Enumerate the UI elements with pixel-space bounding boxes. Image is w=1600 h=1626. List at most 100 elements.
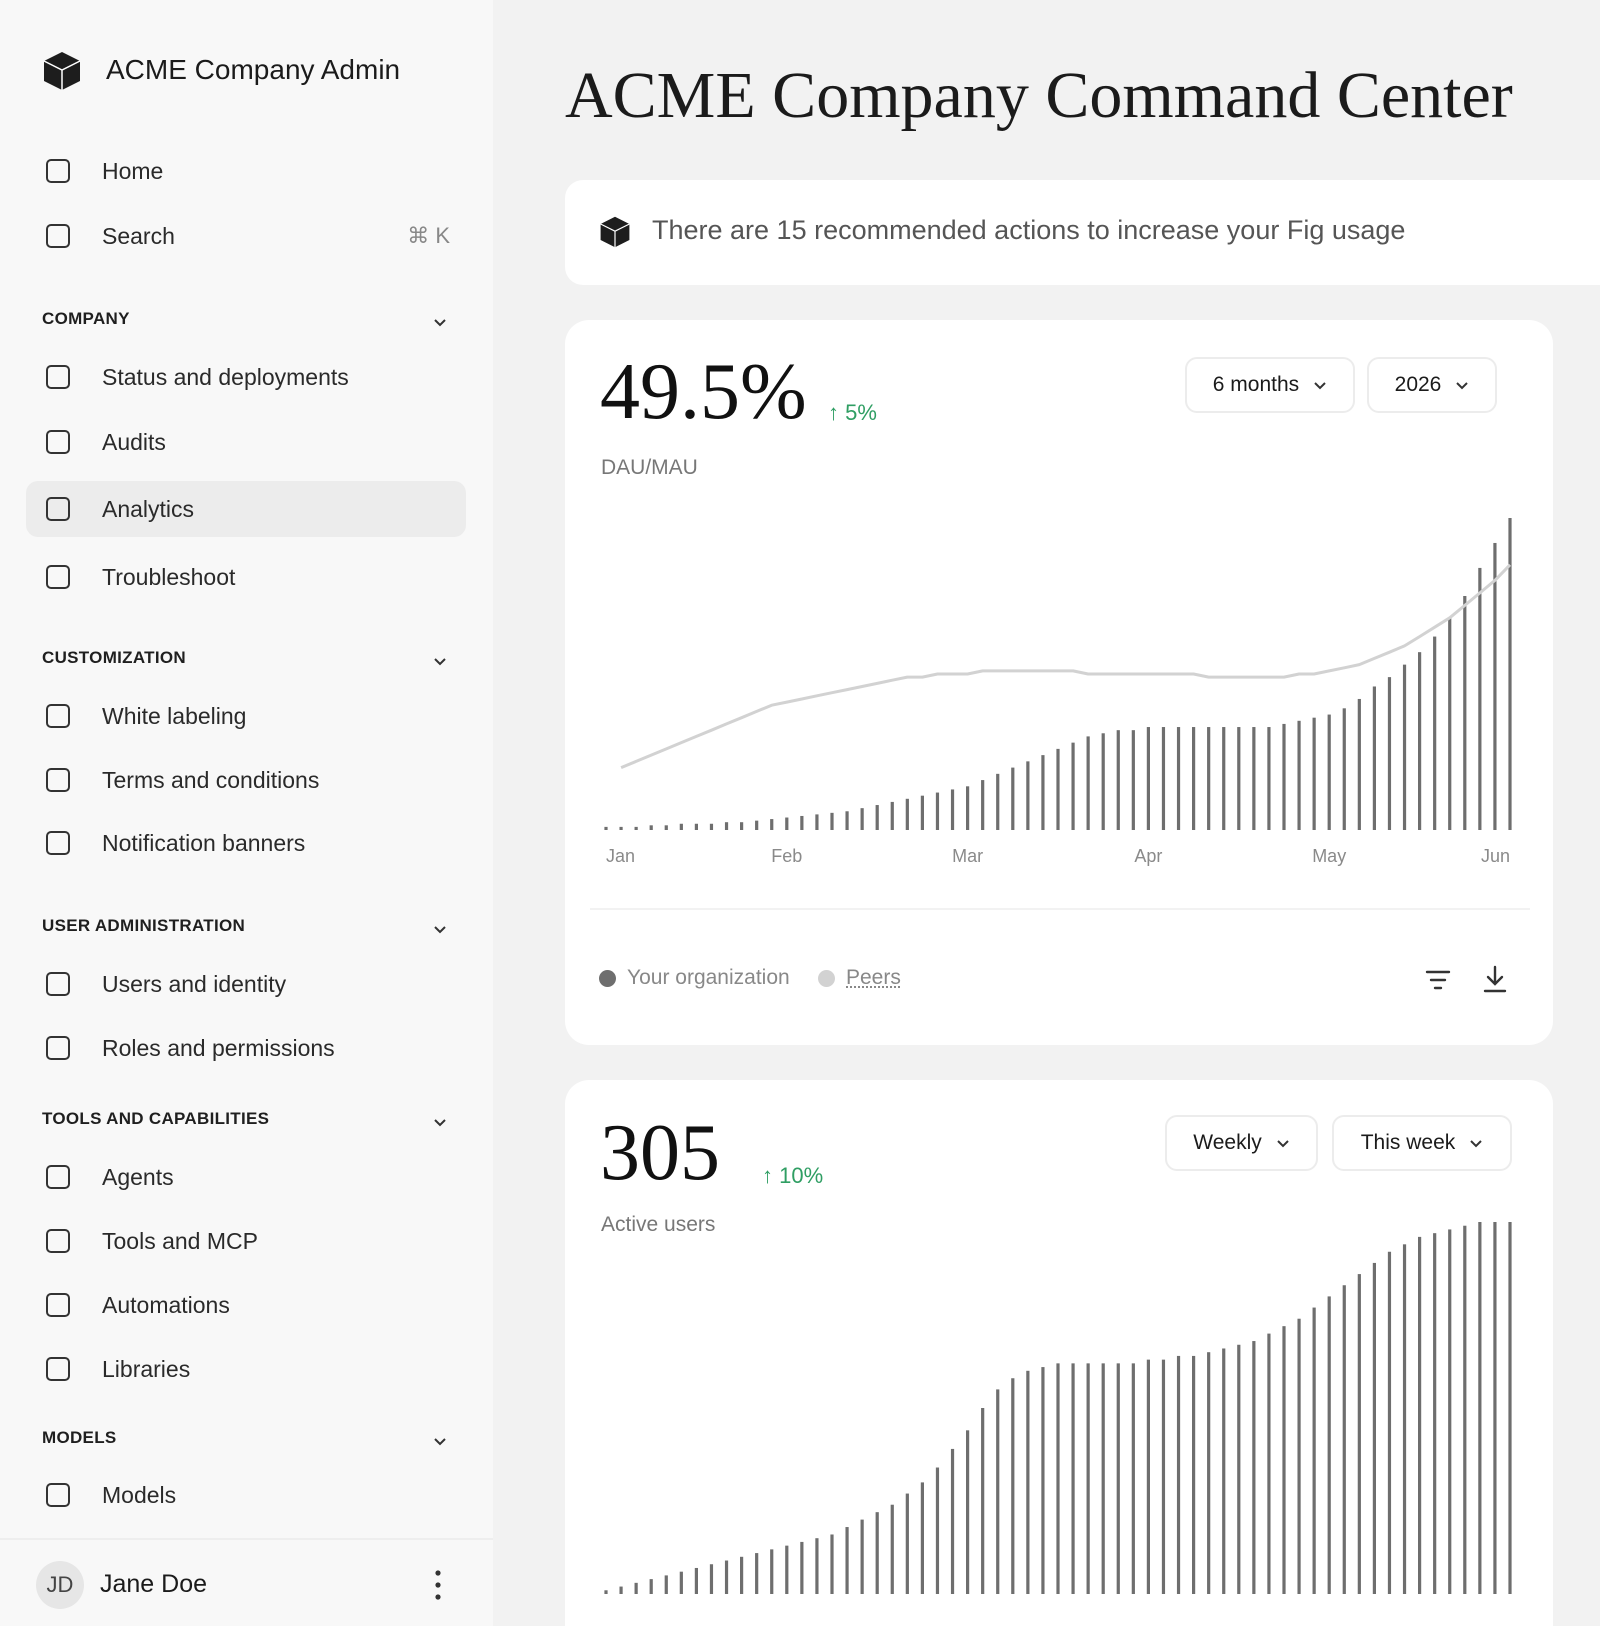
banner-icon	[599, 215, 631, 249]
nav-item[interactable]: Audits	[26, 414, 466, 470]
nav-icon	[46, 365, 70, 389]
section-toggle[interactable]	[433, 921, 447, 939]
nav-icon	[46, 1483, 70, 1507]
nav-label: Status and deployments	[102, 364, 349, 391]
nav-item[interactable]: Agents	[26, 1149, 466, 1205]
metric-change: ↑ 5%	[828, 400, 877, 426]
nav-item[interactable]: Tools and MCP	[26, 1213, 466, 1269]
dropdown[interactable]: 6 months	[1185, 357, 1355, 413]
metric: 49.5%	[600, 352, 807, 432]
nav-item[interactable]: Analytics	[26, 481, 466, 537]
section-toggle[interactable]	[433, 1433, 447, 1451]
dropdown[interactable]: This week	[1332, 1115, 1512, 1171]
divider	[590, 908, 1530, 910]
chevron	[1313, 381, 1327, 390]
brand-logo	[42, 50, 82, 92]
metric-label: Active users	[601, 1213, 715, 1237]
divider	[0, 1538, 493, 1540]
nav-icon	[46, 1357, 70, 1381]
nav-label: Terms and conditions	[102, 767, 319, 794]
dropdown-label: 2026	[1395, 373, 1442, 397]
legend-item[interactable]: Peers	[818, 966, 901, 990]
more-menu[interactable]	[432, 1568, 444, 1602]
nav-label: Analytics	[102, 496, 194, 523]
legend-swatch	[599, 970, 616, 987]
nav-item[interactable]: Automations	[26, 1277, 466, 1333]
nav-label: Models	[102, 1482, 176, 1509]
section-toggle[interactable]	[433, 1114, 447, 1132]
nav-item[interactable]: Notification banners	[26, 815, 466, 871]
chevron	[433, 657, 447, 666]
nav-icon	[46, 430, 70, 454]
nav-item[interactable]: Libraries	[26, 1341, 466, 1397]
nav-label: White labeling	[102, 703, 246, 730]
nav-label: Audits	[102, 429, 166, 456]
dropdown[interactable]: Weekly	[1165, 1115, 1318, 1171]
dropdown-label: This week	[1361, 1131, 1456, 1155]
dropdown-label: 6 months	[1213, 373, 1299, 397]
download-icon[interactable]	[1482, 964, 1508, 994]
metric-label: DAU/MAU	[601, 456, 698, 480]
nav-item[interactable]: Search ⌘ K	[26, 208, 466, 264]
user-name[interactable]: Jane Doe	[100, 1570, 207, 1599]
legend-label: Peers	[846, 966, 901, 990]
nav-item[interactable]: Models	[26, 1467, 466, 1523]
nav-label: Automations	[102, 1292, 230, 1319]
banner[interactable]: There are 15 recommended actions to incr…	[565, 180, 1600, 285]
nav-label: Users and identity	[102, 971, 286, 998]
nav-label: Troubleshoot	[102, 564, 235, 591]
section-header[interactable]: USER ADMINISTRATION	[42, 916, 245, 936]
legend-item[interactable]: Your organization	[599, 966, 790, 990]
page-title: ACME Company Command Center	[565, 58, 1513, 134]
section-toggle[interactable]	[433, 314, 447, 332]
nav-icon	[46, 704, 70, 728]
section-header[interactable]: TOOLS AND CAPABILITIES	[42, 1109, 269, 1129]
chevron	[433, 1437, 447, 1446]
filter-icon[interactable]	[1425, 968, 1451, 992]
shortcut: ⌘ K	[407, 223, 450, 249]
nav-icon	[46, 497, 70, 521]
nav-icon	[46, 972, 70, 996]
avatar: JD	[36, 1561, 84, 1609]
nav-item[interactable]: Terms and conditions	[26, 752, 466, 808]
nav-item[interactable]: Home	[26, 143, 466, 199]
banner-text: There are 15 recommended actions to incr…	[652, 215, 1405, 246]
nav-label: Tools and MCP	[102, 1228, 258, 1255]
section-header[interactable]: MODELS	[42, 1428, 117, 1448]
legend-swatch	[818, 970, 835, 987]
page: ACME Company Admin JD Jane Doe Home Searc…	[0, 0, 1600, 1626]
sidebar: ACME Company Admin JD Jane Doe Home Searc…	[0, 0, 493, 1626]
section-header[interactable]: CUSTOMIZATION	[42, 648, 186, 668]
nav-label: Notification banners	[102, 830, 305, 857]
nav-label: Libraries	[102, 1356, 190, 1383]
nav-icon	[46, 159, 70, 183]
dropdown[interactable]: 2026	[1367, 357, 1497, 413]
nav-item[interactable]: Status and deployments	[26, 349, 466, 405]
nav-label: Home	[102, 158, 163, 185]
chevron	[1276, 1139, 1290, 1148]
dropdown-label: Weekly	[1193, 1131, 1261, 1155]
nav-icon	[46, 831, 70, 855]
nav-icon	[46, 1229, 70, 1253]
nav-label: Agents	[102, 1164, 174, 1191]
nav-icon	[46, 1293, 70, 1317]
brand-name: ACME Company Admin	[106, 54, 400, 86]
chevron	[1455, 381, 1469, 390]
metric: 305	[600, 1113, 720, 1193]
chevron	[433, 318, 447, 327]
nav-item[interactable]: White labeling	[26, 688, 466, 744]
nav-icon	[46, 1165, 70, 1189]
nav-icon	[46, 768, 70, 792]
nav-item[interactable]: Troubleshoot	[26, 549, 466, 605]
legend-label: Your organization	[627, 966, 790, 990]
section-header[interactable]: COMPANY	[42, 309, 130, 329]
chevron	[1469, 1139, 1483, 1148]
nav-label: Search	[102, 223, 175, 250]
section-toggle[interactable]	[433, 653, 447, 671]
nav-icon	[46, 224, 70, 248]
nav-icon	[46, 1036, 70, 1060]
nav-item[interactable]: Users and identity	[26, 956, 466, 1012]
nav-label: Roles and permissions	[102, 1035, 335, 1062]
nav-item[interactable]: Roles and permissions	[26, 1020, 466, 1076]
nav-icon	[46, 565, 70, 589]
